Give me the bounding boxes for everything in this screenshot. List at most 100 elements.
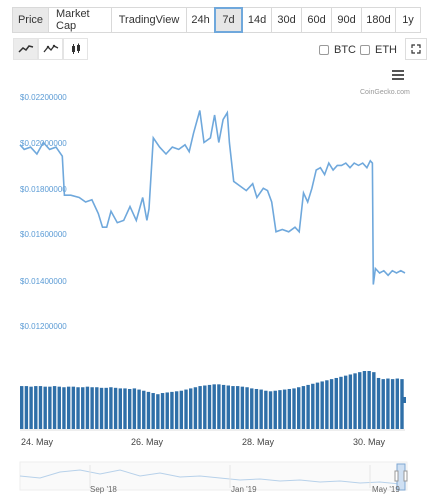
volume-bar xyxy=(20,386,24,429)
volume-bar xyxy=(71,386,76,429)
credit-text: CoinGecko.com xyxy=(360,89,410,96)
navigator-handle-right[interactable] xyxy=(403,470,408,482)
range-1y[interactable]: 1y xyxy=(395,7,421,33)
volume-bar xyxy=(381,379,385,429)
btc-checkbox[interactable] xyxy=(319,45,329,55)
x-tick-label: 24. May xyxy=(21,437,54,447)
chart-type-group xyxy=(13,38,88,60)
volume-bar xyxy=(193,387,198,429)
tab-market-cap[interactable]: Market Cap xyxy=(48,7,112,33)
range-7d[interactable]: 7d xyxy=(214,7,243,33)
volume-bar xyxy=(376,377,381,429)
volume-bar xyxy=(395,378,400,429)
y-tick-label: $0.01400000 xyxy=(20,277,67,286)
volume-bar xyxy=(81,387,85,429)
navigator-label: Jan '19 xyxy=(231,485,257,494)
volume-bar xyxy=(160,393,165,429)
volume-bar xyxy=(212,384,216,429)
volume-bar xyxy=(90,387,94,429)
volume-bar xyxy=(259,389,263,429)
volume-bar xyxy=(358,372,362,429)
tab-price[interactable]: Price xyxy=(12,7,49,33)
compare-eth[interactable]: ETH xyxy=(360,44,397,56)
volume-bar xyxy=(372,372,376,429)
volume-bar xyxy=(268,391,273,429)
volume-bar xyxy=(334,377,338,429)
compare-btc[interactable]: BTC xyxy=(319,44,356,56)
volume-bar xyxy=(66,386,71,429)
volume-bar xyxy=(29,386,33,429)
eth-label: ETH xyxy=(375,44,397,56)
volume-bar xyxy=(52,386,57,429)
x-tick-label: 28. May xyxy=(242,437,275,447)
volume-bar xyxy=(203,385,207,429)
y-tick-label: $0.02200000 xyxy=(20,93,67,102)
volume-bar xyxy=(343,375,348,429)
volume-bar xyxy=(367,371,371,429)
range-tab-group: 24h 7d 14d 30d 60d 90d 180d 1y xyxy=(186,7,421,33)
volume-bar xyxy=(221,384,226,429)
range-180d[interactable]: 180d xyxy=(361,7,396,33)
volume-bar xyxy=(132,388,137,429)
volume-bar xyxy=(273,390,277,429)
price-line xyxy=(19,110,406,285)
x-tick-label: 26. May xyxy=(131,437,164,447)
y-tick-label: $0.01600000 xyxy=(20,230,67,239)
volume-bar xyxy=(297,387,301,429)
navigator-handle-left[interactable] xyxy=(394,470,399,482)
volume-bar xyxy=(123,388,127,429)
volume-bar xyxy=(118,388,122,429)
volume-bar xyxy=(264,390,268,429)
chart-menu-icon[interactable] xyxy=(392,70,404,82)
eth-checkbox[interactable] xyxy=(360,45,370,55)
volume-bar xyxy=(179,390,184,429)
volume-bar xyxy=(287,388,292,429)
navigator-label: May '19 xyxy=(372,485,400,494)
volume-bar xyxy=(151,393,155,429)
volume-bar xyxy=(386,378,390,429)
tab-tradingview[interactable]: TradingView xyxy=(111,7,187,33)
y-tick-label: $0.01800000 xyxy=(20,185,67,194)
navigator-label: Sep '18 xyxy=(90,485,117,494)
volume-bar xyxy=(189,388,193,429)
volume-bar xyxy=(217,384,221,429)
volume-bar xyxy=(292,388,296,429)
volume-bar xyxy=(104,387,108,429)
volume-bar xyxy=(240,386,245,429)
btc-label: BTC xyxy=(334,44,356,56)
volume-bar xyxy=(235,386,240,429)
volume-bar xyxy=(315,382,320,429)
volume-bar xyxy=(38,386,43,429)
volume-bar xyxy=(57,386,61,429)
volume-bar xyxy=(250,388,254,429)
volume-bar xyxy=(348,374,353,429)
area-chart-icon[interactable] xyxy=(38,38,63,60)
line-chart-icon[interactable] xyxy=(13,38,38,60)
volume-bar xyxy=(99,387,104,429)
volume-bar xyxy=(156,394,160,429)
volume-bar xyxy=(24,386,29,429)
x-tick-label: 30. May xyxy=(353,437,386,447)
candlestick-icon[interactable] xyxy=(63,38,88,60)
expand-icon[interactable] xyxy=(405,38,427,60)
scroll-handle[interactable] xyxy=(403,397,406,403)
volume-bar xyxy=(231,386,235,429)
volume-bar xyxy=(245,387,249,429)
range-14d[interactable]: 14d xyxy=(242,7,272,33)
volume-bar xyxy=(137,389,141,429)
volume-bar xyxy=(34,386,38,429)
range-60d[interactable]: 60d xyxy=(301,7,332,33)
volume-bar xyxy=(62,387,66,429)
volume-bar xyxy=(95,387,99,429)
volume-bar xyxy=(282,389,287,429)
volume-bar xyxy=(278,390,282,429)
range-90d[interactable]: 90d xyxy=(331,7,362,33)
volume-bar xyxy=(339,376,343,429)
volume-bar xyxy=(165,392,169,429)
volume-bar xyxy=(254,388,259,429)
volume-bar xyxy=(353,373,357,429)
volume-bar xyxy=(113,387,118,429)
volume-bar xyxy=(207,384,212,429)
